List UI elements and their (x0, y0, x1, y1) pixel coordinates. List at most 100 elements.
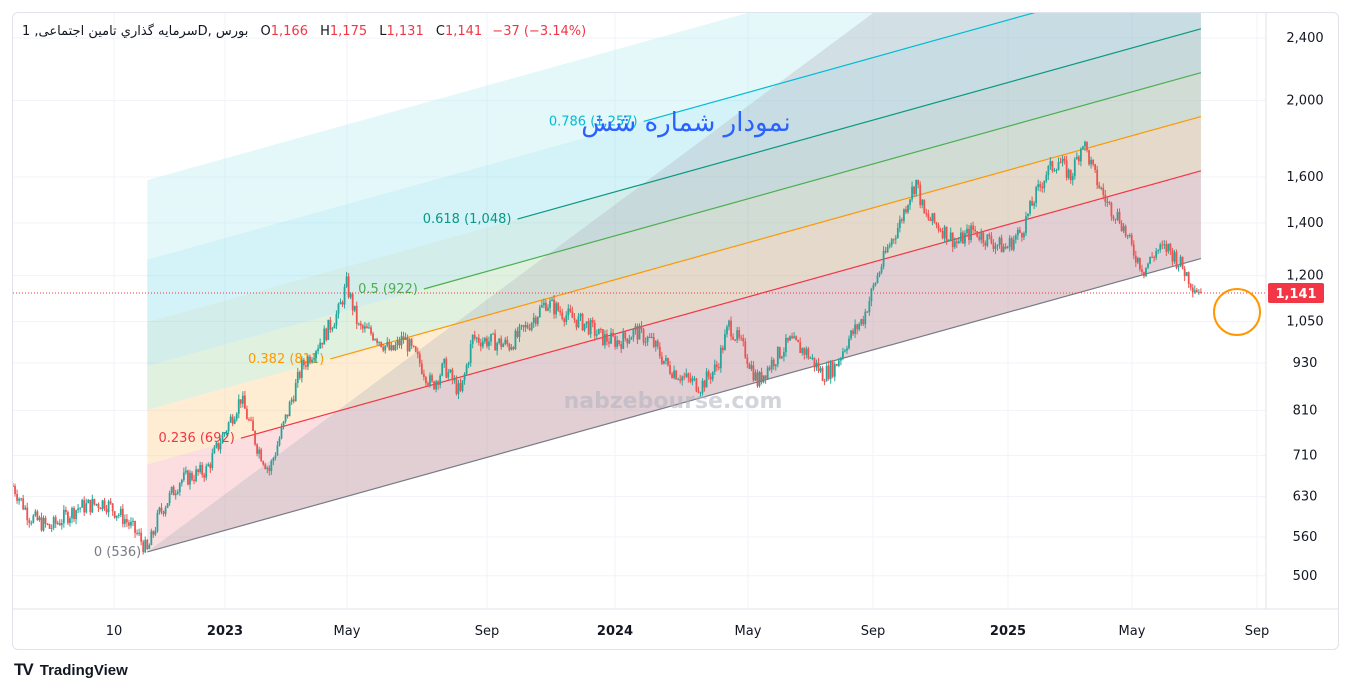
candle-body (1059, 162, 1062, 164)
candle-body (128, 522, 130, 526)
candle-body (658, 346, 661, 357)
candle-body (667, 358, 669, 366)
candle-body (671, 373, 673, 378)
candle-body (610, 332, 612, 344)
candle-body (992, 243, 995, 249)
candle-body (182, 472, 185, 480)
candle-body (250, 419, 252, 421)
candle-body (811, 357, 814, 359)
candle-body (243, 395, 246, 409)
candle-body (764, 375, 767, 379)
candle-body (317, 348, 320, 352)
candle-body (542, 302, 545, 306)
chart-area[interactable]: 0 (536) 0.236 (692) 0.382 (811) 0.5 (922) 0.… (12, 12, 1339, 650)
candle-body (398, 340, 401, 346)
candle-body (40, 517, 43, 531)
candle-body (1200, 291, 1202, 293)
x-tick-label: 2025 (990, 624, 1026, 639)
candle-body (429, 375, 431, 385)
candle-body (876, 275, 879, 283)
candle-body (136, 532, 138, 534)
candle-body (447, 372, 450, 378)
price-chart[interactable]: 0 (536) 0.236 (692) 0.382 (811) 0.5 (922) 0.… (13, 13, 1338, 649)
candle-body (803, 348, 806, 355)
candle-body (388, 342, 391, 350)
candle-body (770, 359, 773, 370)
candle-body (1008, 238, 1011, 247)
candle-body (69, 518, 71, 524)
candle-body (606, 334, 608, 342)
y-tick-label: 1,050 (1286, 314, 1323, 329)
candle-body (872, 285, 875, 289)
candle-body (1141, 269, 1143, 272)
candle-body (935, 222, 938, 225)
candle-body (357, 323, 360, 325)
candle-body (1082, 146, 1084, 149)
candle-body (530, 322, 533, 330)
candle-body (248, 419, 250, 421)
candle-body (351, 293, 354, 311)
candle-body (599, 328, 602, 330)
candle-body (622, 332, 625, 349)
candle-body (1049, 161, 1052, 166)
candle-body (976, 231, 979, 237)
candle-body (408, 339, 411, 352)
candle-body (58, 522, 61, 526)
candle-body (284, 414, 287, 422)
candle-body (571, 311, 574, 318)
candle-body (170, 486, 173, 493)
candle-body (604, 334, 606, 346)
candle-body (1053, 170, 1056, 172)
candle-body (789, 336, 791, 341)
candle-body (953, 241, 956, 248)
candle-body (591, 319, 594, 323)
candle-body (854, 324, 857, 334)
candle-body (1067, 169, 1070, 178)
candle-body (632, 329, 635, 338)
candle-body (305, 365, 307, 367)
candle-body (229, 416, 232, 423)
candle-body (880, 266, 883, 273)
candle-body (286, 414, 289, 417)
candle-body (941, 231, 944, 239)
candle-body (264, 464, 267, 469)
candle-body (294, 382, 297, 402)
candle-body (681, 376, 684, 381)
candle-body (302, 359, 305, 366)
candle-body (1195, 290, 1198, 293)
tradingview-brand[interactable]: TV TradingView (14, 660, 128, 680)
candle-body (528, 328, 531, 330)
candle-body (565, 315, 568, 323)
candle-body (917, 179, 920, 185)
candle-body (1116, 212, 1119, 220)
candle-body (296, 371, 299, 383)
candle-body (394, 345, 397, 351)
candle-body (18, 498, 21, 501)
candle-body (630, 337, 633, 340)
x-tick-label: Sep (475, 624, 500, 639)
fib-level-line (643, 13, 1036, 123)
candle-body (1092, 159, 1095, 165)
candle-body (665, 358, 667, 361)
candle-body (443, 358, 446, 364)
candle-body (701, 380, 704, 393)
candle-body (184, 470, 187, 473)
candle-body (14, 486, 16, 495)
candle-body (536, 316, 539, 324)
candle-body (752, 365, 755, 381)
y-tick-label: 2,000 (1286, 94, 1323, 109)
candle-body (1025, 216, 1027, 234)
candle-body (1191, 287, 1194, 293)
candle-body (459, 383, 462, 391)
candle-body (300, 359, 303, 378)
candle-body (386, 342, 389, 346)
candle-body (42, 517, 45, 531)
watermark-text: nabzebourse.com (564, 389, 783, 414)
symbol-name[interactable]: سرمایه گذاري تامين اجتماعی, 1D, بورس (22, 24, 249, 39)
candle-body (60, 523, 63, 526)
candle-body (193, 479, 195, 481)
candle-body (1155, 250, 1158, 258)
candle-body (1106, 201, 1109, 203)
candle-body (368, 327, 370, 329)
candle-body (225, 431, 228, 433)
